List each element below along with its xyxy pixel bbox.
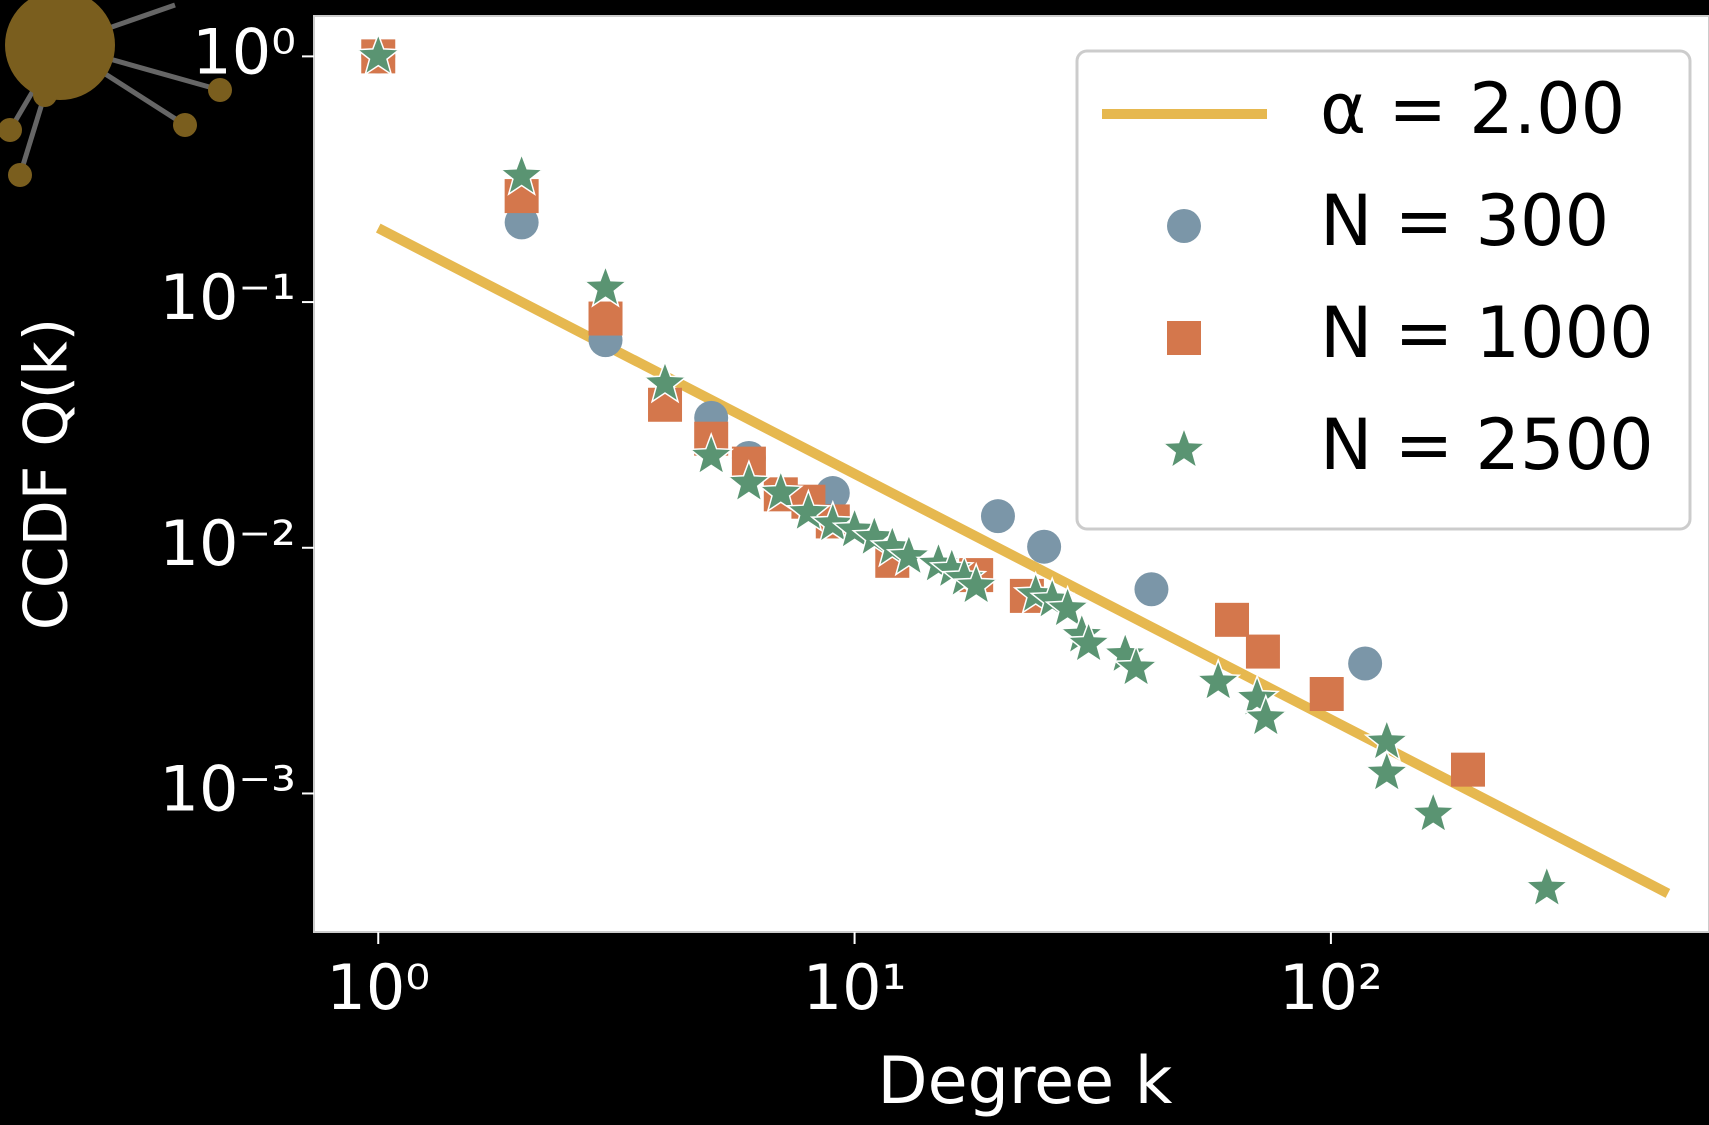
node: [208, 78, 232, 102]
network-decoration: [0, 0, 232, 187]
point: [1245, 634, 1280, 669]
point: [725, 459, 772, 503]
point: [941, 554, 988, 599]
y-tick-label: 10⁻³: [160, 753, 296, 826]
node: [0, 118, 22, 142]
legend-marker: [1167, 321, 1201, 355]
point: [1348, 646, 1383, 681]
x-tick-label: 10¹: [803, 951, 907, 1024]
point: [1027, 529, 1062, 564]
x-axis-label: Degree k: [878, 1044, 1173, 1119]
legend-box: [1075, 49, 1692, 531]
point: [953, 561, 1000, 606]
point: [1113, 643, 1160, 688]
point: [1242, 693, 1289, 738]
point: [1523, 864, 1570, 908]
point: [1450, 752, 1485, 787]
point: [809, 499, 856, 544]
point: [588, 301, 623, 336]
point: [980, 499, 1015, 534]
node: [33, 83, 57, 107]
legend-label: N = 300: [1320, 180, 1609, 262]
point: [688, 431, 735, 476]
point: [1309, 677, 1344, 712]
y-axis-label: CCDF Q(k): [12, 318, 82, 630]
y-tick-label: 10⁰: [192, 15, 296, 88]
point: [785, 488, 832, 533]
point: [757, 468, 804, 513]
legend-label: α = 2.00: [1320, 68, 1625, 150]
x-tick-label: 10⁰: [326, 951, 430, 1024]
y-tick-label: 10⁻²: [160, 507, 296, 580]
legend-marker: [1161, 425, 1207, 470]
point: [1134, 572, 1169, 607]
point: [1065, 619, 1112, 664]
point: [1363, 748, 1410, 793]
point: [582, 263, 629, 308]
point: [355, 32, 402, 76]
point: [1044, 584, 1091, 629]
point: [1410, 789, 1457, 834]
node: [8, 163, 32, 187]
y-tick-label: 10⁻¹: [160, 261, 296, 334]
legend-label: N = 1000: [1320, 292, 1654, 374]
point: [831, 505, 878, 550]
point: [498, 152, 545, 196]
point: [1234, 674, 1281, 718]
legend-label: N = 2500: [1320, 404, 1654, 486]
x-tick-label: 10²: [1279, 951, 1383, 1024]
point: [642, 359, 689, 404]
point: [885, 532, 932, 577]
point: [1195, 657, 1242, 702]
node-cluster: [5, 0, 115, 100]
legend-marker: [1167, 209, 1201, 243]
node: [173, 113, 197, 137]
point: [1215, 602, 1250, 637]
point: [504, 205, 539, 240]
